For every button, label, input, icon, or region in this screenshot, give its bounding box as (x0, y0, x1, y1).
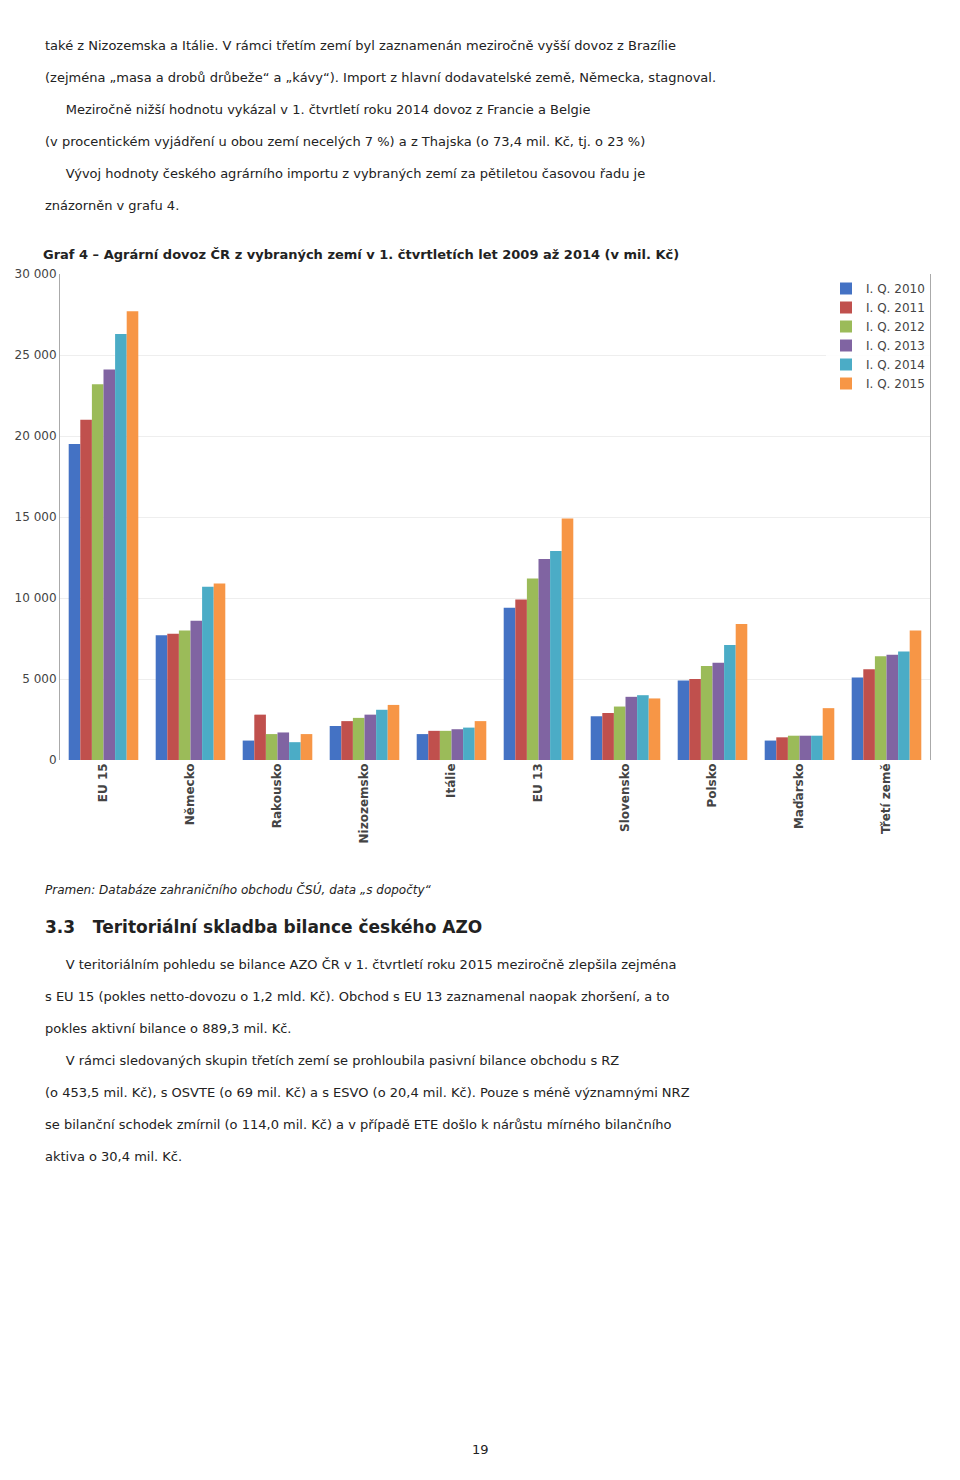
svg-text:Polsko: Polsko (705, 763, 719, 807)
svg-text:0: 0 (49, 753, 57, 767)
svg-text:(o 453,5 mil. Kč), s OSVTE (o: (o 453,5 mil. Kč), s OSVTE (o 69 mil. Kč… (45, 1085, 690, 1100)
svg-text:V teritoriálním pohledu se bil: V teritoriálním pohledu se bilance AZO Č… (45, 957, 677, 972)
svg-text:I. Q. 2014: I. Q. 2014 (866, 358, 925, 372)
svg-text:Slovensko: Slovensko (618, 763, 632, 832)
svg-text:EU 13: EU 13 (531, 763, 545, 802)
svg-text:Graf 4 – Agrární dovoz ČR z vy: Graf 4 – Agrární dovoz ČR z vybraných ze… (43, 247, 679, 262)
svg-text:Meziročně nižší hodnotu vykáza: Meziročně nižší hodnotu vykázal v 1. čtv… (45, 102, 590, 117)
svg-text:(zejména „masa a drobů drůbeže: (zejména „masa a drobů drůbeže“ a „kávy“… (45, 70, 716, 85)
svg-text:znázorněn v grafu 4.: znázorněn v grafu 4. (45, 198, 179, 213)
svg-text:25 000: 25 000 (15, 348, 57, 362)
svg-text:15 000: 15 000 (15, 510, 57, 524)
svg-text:(v procentickém vyjádření u ob: (v procentickém vyjádření u obou zemí ne… (45, 134, 645, 149)
svg-text:10 000: 10 000 (15, 591, 57, 605)
svg-text:se bilanční schodek zmírnil (o: se bilanční schodek zmírnil (o 114,0 mil… (45, 1117, 672, 1132)
svg-text:30 000: 30 000 (15, 267, 57, 281)
svg-text:V rámci sledovaných skupin tře: V rámci sledovaných skupin třetích zemí … (45, 1053, 619, 1068)
svg-text:19: 19 (472, 1442, 489, 1457)
svg-text:aktiva o 30,4 mil. Kč.: aktiva o 30,4 mil. Kč. (45, 1149, 182, 1164)
svg-text:EU 15: EU 15 (96, 763, 110, 802)
svg-text:Itálie: Itálie (444, 763, 458, 798)
svg-text:3.3 Teritoriální skladba bil: 3.3 Teritoriální skladba bilance českého… (45, 917, 482, 937)
svg-text:I. Q. 2015: I. Q. 2015 (866, 377, 925, 391)
svg-text:pokles aktivní bilance o 889,3: pokles aktivní bilance o 889,3 mil. Kč. (45, 1021, 291, 1036)
svg-text:Vývoj hodnoty českého agrárníh: Vývoj hodnoty českého agrárního importu … (45, 166, 645, 181)
svg-text:I. Q. 2011: I. Q. 2011 (866, 301, 925, 315)
svg-text:I. Q. 2013: I. Q. 2013 (866, 339, 925, 353)
svg-text:I. Q. 2012: I. Q. 2012 (866, 320, 925, 334)
svg-text:Pramen: Databáze zahraničního: Pramen: Databáze zahraničního obchodu ČS… (45, 882, 432, 897)
svg-text:Rakousko: Rakousko (270, 763, 284, 828)
svg-text:Maďarsko: Maďarsko (792, 763, 806, 829)
svg-text:také z Nizozemska a Itálie. V: také z Nizozemska a Itálie. V rámci třet… (45, 38, 676, 53)
svg-text:Německo: Německo (183, 763, 197, 825)
svg-text:s EU 15 (pokles netto-dovozu o: s EU 15 (pokles netto-dovozu o 1,2 mld. … (45, 989, 669, 1004)
svg-text:Nizozemsko: Nizozemsko (357, 763, 371, 843)
svg-text:Třetí země: Třetí země (879, 763, 893, 834)
svg-text:I. Q. 2010: I. Q. 2010 (866, 282, 925, 296)
svg-text:5 000: 5 000 (22, 672, 56, 686)
svg-text:20 000: 20 000 (15, 429, 57, 443)
